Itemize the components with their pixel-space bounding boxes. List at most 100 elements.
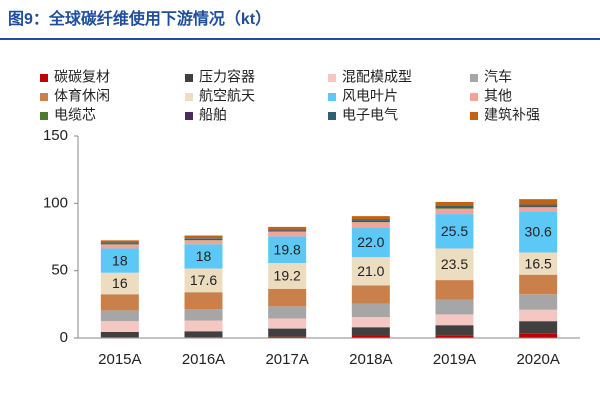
bar-segment xyxy=(268,262,307,289)
y-tick-label: 50 xyxy=(51,262,68,279)
bar-segment xyxy=(184,238,223,240)
bar-segment xyxy=(268,236,307,263)
legend-label: 风电叶片 xyxy=(342,88,398,104)
bar-segment xyxy=(100,294,139,311)
bar-segment xyxy=(184,244,223,269)
bar-segment xyxy=(519,333,558,338)
bar-segment xyxy=(184,235,223,239)
x-tick-label: 2016A xyxy=(182,351,225,368)
legend-label: 航空航天 xyxy=(199,88,255,104)
legend-swatch xyxy=(185,93,193,101)
bar-segment xyxy=(351,216,390,220)
bar-segment xyxy=(435,335,474,338)
bar-segment xyxy=(184,240,223,245)
bar-segment xyxy=(100,244,139,249)
bar-segment xyxy=(435,248,474,281)
legend-swatch xyxy=(470,93,478,101)
bar-segment xyxy=(268,306,307,319)
bar-segment xyxy=(268,328,307,337)
bar-segment xyxy=(268,230,307,232)
value-label: 16 xyxy=(112,275,128,291)
bar-segment xyxy=(519,274,558,295)
bar-segment xyxy=(435,280,474,300)
y-tick-label: 100 xyxy=(43,194,68,211)
legend-label: 电缆芯 xyxy=(54,107,96,123)
bar-segment xyxy=(435,208,474,209)
bar-segment xyxy=(268,230,307,231)
x-tick-label: 2019A xyxy=(433,351,476,368)
bar-segment xyxy=(100,242,139,244)
bar-segment xyxy=(435,206,474,208)
legend-label: 汽车 xyxy=(484,69,512,85)
legend-swatch xyxy=(470,74,478,82)
bar-segment xyxy=(268,226,307,230)
bar-segment xyxy=(184,292,223,310)
value-label: 23.5 xyxy=(441,256,468,272)
value-label: 21.0 xyxy=(357,263,384,279)
bar-segment xyxy=(184,238,223,239)
legend-swatch xyxy=(470,112,478,120)
value-label: 22.0 xyxy=(357,234,384,250)
bar-segment xyxy=(351,221,390,223)
bar-segment xyxy=(351,257,390,286)
bar-segment xyxy=(435,299,474,315)
x-tick-label: 2020A xyxy=(516,351,559,368)
bar-segment xyxy=(519,321,558,334)
bar-segment xyxy=(184,309,223,321)
value-label: 30.6 xyxy=(525,224,552,240)
value-label: 18 xyxy=(112,252,128,268)
y-tick-label: 0 xyxy=(60,329,68,346)
bar-segment xyxy=(100,243,139,244)
bar-segment xyxy=(435,214,474,249)
bar-segment xyxy=(184,268,223,293)
bar-segment xyxy=(268,229,307,231)
legend-swatch xyxy=(328,93,336,101)
bar-segment xyxy=(351,327,390,336)
bar-segment xyxy=(100,240,139,243)
y-tick-label: 150 xyxy=(43,127,68,144)
value-label: 19.2 xyxy=(274,268,301,284)
bar-segment xyxy=(351,220,390,222)
bar-segment xyxy=(435,207,474,209)
legend-label: 压力容器 xyxy=(199,69,255,85)
value-label: 19.8 xyxy=(274,241,301,257)
bar-segment xyxy=(519,294,558,310)
x-tick-label: 2015A xyxy=(98,351,141,368)
bar-segment xyxy=(351,219,390,221)
bar-segment xyxy=(100,331,139,338)
bar-segment xyxy=(184,331,223,338)
bar-segment xyxy=(100,243,139,245)
bar-segment xyxy=(100,310,139,322)
legend-swatch xyxy=(40,74,48,82)
legend-swatch xyxy=(328,74,336,82)
legend-label: 其他 xyxy=(484,88,512,104)
bar-segment xyxy=(351,285,390,304)
bar-segment xyxy=(519,211,558,253)
bar-segment xyxy=(435,314,474,326)
legend-label: 碳碳复材 xyxy=(54,69,110,85)
bar-segment xyxy=(519,199,558,205)
value-label: 17.6 xyxy=(190,272,217,288)
bar-segment xyxy=(435,325,474,336)
legend-label: 混配模成型 xyxy=(342,69,412,85)
bar-segment xyxy=(268,336,307,338)
bar-segment xyxy=(519,204,558,206)
legend-label: 船舶 xyxy=(199,107,227,123)
chart-title: 图9：全球碳纤维使用下游情况（kt） xyxy=(8,9,271,28)
bar-segment xyxy=(100,272,139,295)
bar-segment xyxy=(268,288,307,307)
bar-segment xyxy=(100,321,139,332)
legend-swatch xyxy=(185,74,193,82)
x-tick-label: 2017A xyxy=(265,351,308,368)
bar-segment xyxy=(435,201,474,207)
bar-segment xyxy=(184,239,223,241)
bar-segment xyxy=(519,205,558,207)
legend-label: 体育休闲 xyxy=(54,88,110,104)
bar-segment xyxy=(100,248,139,273)
legend-swatch xyxy=(328,112,336,120)
value-label: 18 xyxy=(196,248,212,264)
bar-segment xyxy=(268,318,307,329)
bar-segment xyxy=(351,222,390,228)
bar-segment xyxy=(351,227,390,258)
